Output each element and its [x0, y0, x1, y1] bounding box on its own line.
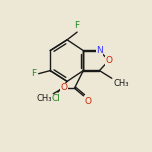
- Text: CH₃: CH₃: [113, 79, 129, 88]
- Text: F: F: [31, 69, 36, 78]
- Text: Cl: Cl: [52, 95, 61, 104]
- Text: CH₃: CH₃: [36, 95, 52, 104]
- Text: F: F: [75, 21, 80, 30]
- Text: N: N: [96, 46, 103, 55]
- Text: O: O: [85, 97, 92, 106]
- Text: O: O: [105, 56, 112, 65]
- Text: O: O: [60, 83, 67, 92]
